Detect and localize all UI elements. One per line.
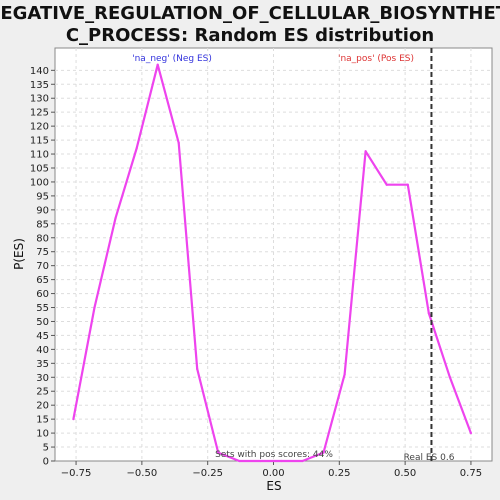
x-tick-label: 0.00 [262,468,284,479]
data-point [196,367,199,371]
data-point [177,141,180,144]
data-point [217,451,220,454]
y-tick-label: 100 [30,177,49,188]
data-point [469,431,473,435]
data-point [385,183,388,186]
data-point [280,459,283,463]
y-axis-label: P(ES) [12,238,26,270]
y-tick-label: 35 [36,359,49,370]
x-tick-label: −0.75 [61,468,92,479]
y-tick-label: 105 [30,163,49,174]
sets-pos-scores-label: Sets with pos scores: 44% [215,450,333,460]
y-tick-label: 130 [30,94,49,105]
y-axis-ticks: 0 5 10 15 20 25 30 35 40 45 50 55 60 65 70 75 80 85 90 95 10… [30,66,55,468]
y-tick-label: 60 [36,289,49,300]
x-tick-label: −0.25 [192,468,223,479]
y-tick-label: 75 [36,247,49,258]
y-tick-label: 25 [36,387,49,398]
data-point [364,150,367,153]
y-tick-label: 135 [30,80,49,91]
data-point [72,418,75,421]
y-tick-label: 50 [36,317,49,328]
y-tick-label: 30 [36,373,49,384]
y-tick-label: 120 [30,122,49,133]
y-tick-label: 70 [36,261,49,272]
data-point [114,217,117,220]
y-tick-label: 5 [43,443,49,454]
y-tick-label: 20 [36,401,49,412]
data-point [156,63,159,66]
y-tick-label: 140 [30,66,49,77]
y-tick-label: 110 [30,150,49,161]
y-tick-label: 80 [36,233,49,244]
real-es-label: Real ES 0.6 [404,453,455,463]
y-tick-label: 90 [36,205,49,216]
x-tick-label: 0.75 [460,468,482,479]
x-axis-label: ES [266,479,281,493]
y-tick-label: 55 [36,303,49,314]
y-tick-label: 40 [36,345,49,356]
data-point [301,459,304,463]
data-point [238,459,241,463]
neg-es-label: 'na_neg' (Neg ES) [132,54,212,64]
data-point [135,147,138,150]
grid [55,48,492,461]
data-point [448,376,451,379]
chart-title-line2: C_PROCESS: Random ES distribution [66,25,434,46]
data-point [259,459,262,463]
y-tick-label: 95 [36,191,49,202]
series-line [72,63,472,463]
data-point [322,451,325,454]
y-tick-label: 65 [36,275,49,286]
y-tick-label: 10 [36,429,49,440]
y-tick-label: 0 [43,457,49,468]
x-tick-label: 0.25 [328,468,350,479]
y-tick-label: 115 [30,136,49,147]
data-point [406,183,409,186]
series-layer [72,63,473,463]
x-tick-label: 0.50 [394,468,416,479]
chart-title-line1: NEGATIVE_REGULATION_OF_CELLULAR_BIOSYNTH… [0,3,500,24]
y-tick-label: 85 [36,219,49,230]
data-point [427,312,430,315]
pos-es-label: 'na_pos' (Pos ES) [338,54,414,64]
x-tick-label: −0.50 [127,468,158,479]
x-axis-ticks: −0.75 −0.50 −0.25 0.00 0.25 0.50 0.75 [61,461,482,479]
y-tick-label: 45 [36,331,49,342]
data-point [93,306,96,309]
y-tick-label: 125 [30,108,49,119]
data-point [343,373,346,376]
y-tick-label: 15 [36,415,49,426]
